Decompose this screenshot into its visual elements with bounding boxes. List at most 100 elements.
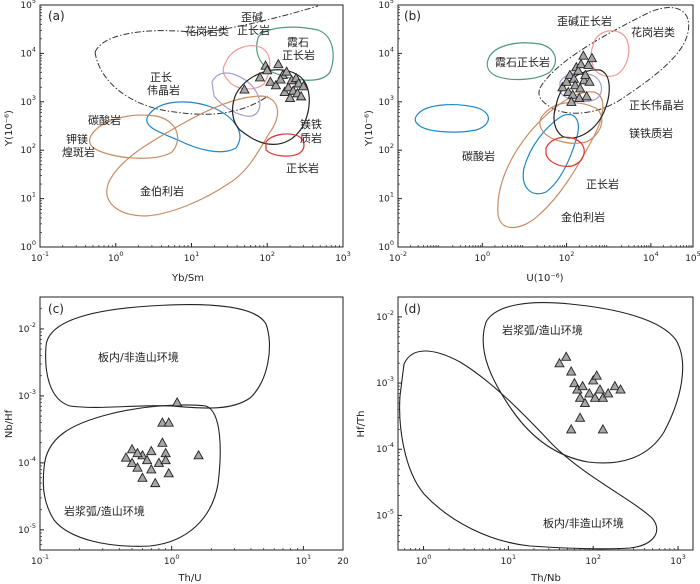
y-tick-label: 10-5 <box>18 522 36 536</box>
x-tick-label: 105 <box>685 250 700 264</box>
field-kimberlite-b <box>497 91 604 229</box>
data-point <box>295 90 307 101</box>
data-point <box>597 423 609 434</box>
panel-c: (c) 10-1 100 101 20 10-5 10-4 10-3 10-2 Th/U Nb… <box>4 296 349 584</box>
field-nepheline-syenite-b <box>486 42 557 81</box>
data-point <box>126 443 138 454</box>
data-point <box>591 370 602 380</box>
data-point <box>132 462 143 472</box>
data-point <box>239 84 250 94</box>
data-point <box>132 447 143 458</box>
y-tick-label: 100 <box>20 239 36 253</box>
x-tick-label: 102 <box>259 250 275 264</box>
label-nepheline-2: 正长岩 <box>282 48 315 62</box>
data-point <box>141 454 153 465</box>
data-point <box>293 77 304 88</box>
panel-c-xlabel: Th/U <box>177 573 201 584</box>
field-granitoids <box>94 5 319 115</box>
data-point <box>579 397 591 408</box>
data-point <box>557 81 568 92</box>
data-point <box>566 96 577 106</box>
data-point <box>561 76 572 86</box>
label-within-plate-d: 板内/非造山环境 <box>543 516 624 530</box>
label-syenite-b: 正长岩 <box>586 177 619 191</box>
data-point <box>554 357 565 368</box>
data-point <box>279 86 290 96</box>
x-tick-label: 104 <box>643 250 659 264</box>
label-nepheline-b: 霞石正长岩 <box>495 55 550 69</box>
field-carbonatite-b2 <box>522 113 579 195</box>
data-point <box>602 387 614 398</box>
x-tick-label: 100 <box>108 250 124 264</box>
panel-c-ylabel: Nb/Hf <box>4 409 15 438</box>
data-point <box>171 396 183 407</box>
data-point <box>573 65 584 75</box>
points-b <box>557 50 598 106</box>
x-tick-label: 10-2 <box>389 250 407 264</box>
field-syenite-red <box>265 133 305 157</box>
label-carbonatite: 碳酸岩 <box>88 113 121 127</box>
data-point <box>157 437 168 447</box>
data-point <box>163 467 175 478</box>
data-point <box>564 69 576 79</box>
label-mafic-b: 镁铁质岩 <box>629 126 673 140</box>
data-point <box>283 81 294 92</box>
data-point <box>609 380 621 391</box>
label-within-plate-c: 板内/非造山环境 <box>98 350 179 364</box>
data-point <box>163 417 175 427</box>
panel-a-xlabel: Yb/Sm <box>171 273 204 284</box>
data-point <box>578 50 589 60</box>
y-tick-label: 10-4 <box>376 441 394 455</box>
field-within-plate-d <box>399 350 658 550</box>
label-kimberlite-b: 金伯利岩 <box>561 210 605 224</box>
x-tick-label: 100 <box>164 553 180 567</box>
ticks-d: 100 101 102 103 10-5 10-4 10-3 10-2 <box>376 309 686 567</box>
data-point <box>284 92 296 103</box>
field-arc-c <box>42 404 221 547</box>
field-within-plate-c <box>45 304 271 409</box>
data-point <box>137 472 148 482</box>
y-tick-label: 105 <box>20 0 36 11</box>
label-lamproite-1: 钾镁 <box>66 132 88 146</box>
data-point <box>577 380 588 391</box>
panel-b-xlabel: U(10⁻⁶) <box>526 273 563 284</box>
label-nepheline-1: 霞石 <box>287 36 309 49</box>
y-tick-label: 10-3 <box>376 375 394 389</box>
y-tick-label: 104 <box>378 45 394 59</box>
field-carbonatite <box>146 101 241 153</box>
data-point <box>589 392 601 402</box>
data-point <box>586 52 598 63</box>
panel-d-label: (d) <box>404 302 421 316</box>
x-tick-label: 10-1 <box>31 250 49 264</box>
y-tick-label: 103 <box>20 94 36 108</box>
label-syenite: 正长岩 <box>286 161 319 175</box>
data-point <box>578 74 590 85</box>
field-kimberlite-b2 <box>539 102 603 144</box>
x-tick-label: 101 <box>501 553 517 567</box>
x-tick-label: 20 <box>337 557 349 567</box>
field-lamproite <box>89 114 179 159</box>
data-point <box>254 71 266 82</box>
x-tick-label: 10-1 <box>31 553 49 567</box>
data-point <box>581 90 592 101</box>
panel-b-label: (b) <box>404 9 421 23</box>
points-a <box>239 58 309 103</box>
data-point <box>146 463 157 474</box>
data-point <box>298 80 309 91</box>
y-tick-label: 104 <box>20 45 36 59</box>
panel-b-frame <box>397 4 694 248</box>
data-point <box>193 449 204 460</box>
data-point <box>587 374 599 385</box>
data-point <box>573 92 585 103</box>
data-point <box>565 366 577 376</box>
label-arc-c: 岩浆弧/造山环境 <box>64 504 145 518</box>
panel-a-ylabel: Y(10⁻⁶) <box>4 110 15 147</box>
label-alkali-1: 歪碱 <box>241 11 263 24</box>
data-point <box>574 82 586 93</box>
data-point <box>160 454 171 465</box>
field-carbonatite-b <box>414 104 489 133</box>
panel-d: (d) 100 101 102 103 10-5 10-4 10-3 10-2 Th/Nb H… <box>356 296 694 584</box>
data-point <box>153 457 165 467</box>
x-tick-label: 102 <box>585 553 601 567</box>
